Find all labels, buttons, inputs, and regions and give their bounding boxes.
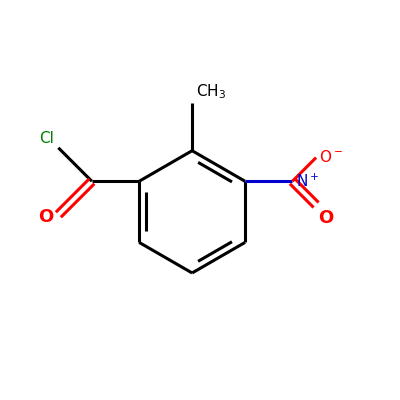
- Text: O: O: [318, 209, 333, 227]
- Text: Cl: Cl: [40, 131, 54, 146]
- Text: CH$_3$: CH$_3$: [196, 83, 226, 101]
- Text: O: O: [38, 208, 54, 226]
- Text: O$^-$: O$^-$: [319, 149, 343, 165]
- Text: N$^+$: N$^+$: [296, 173, 319, 190]
